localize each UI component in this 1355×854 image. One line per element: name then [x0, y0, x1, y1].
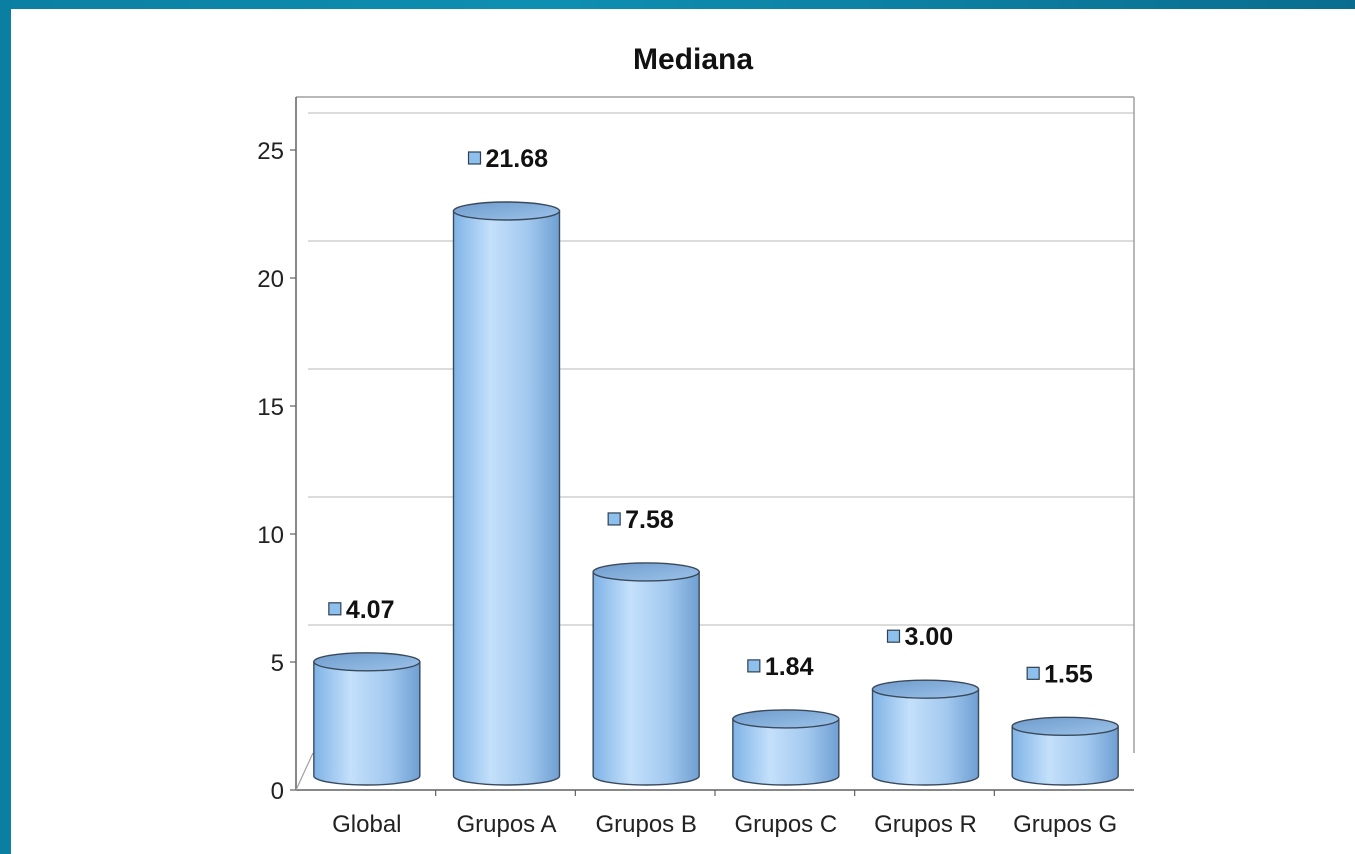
y-tick-label: 10 [257, 522, 284, 549]
data-label: 21.68 [486, 145, 549, 173]
y-tick-label: 15 [257, 394, 284, 421]
bar-top [871, 679, 980, 699]
chart-panel: Mediana 0 5 10 15 20 25 4.07 21.68 7.58 1.84 3.00… [11, 9, 1355, 854]
x-category-label: Grupos A [456, 811, 556, 838]
y-axis: 0 5 10 15 20 25 [257, 138, 296, 805]
data-label: 7.58 [625, 506, 674, 534]
data-label-marker [607, 512, 621, 526]
bar [1011, 716, 1119, 786]
x-category-label: Global [332, 811, 401, 838]
bar-body [871, 688, 980, 786]
data-labels: 4.07 21.68 7.58 1.84 3.00 1.55 [328, 145, 1093, 688]
data-label: 4.07 [346, 596, 395, 624]
data-label-marker [1026, 666, 1040, 680]
bar-top [732, 709, 840, 729]
floor-edge [295, 752, 314, 791]
data-label-marker [886, 629, 901, 643]
data-label-marker [467, 151, 482, 165]
y-tick-label: 5 [271, 650, 284, 677]
bar-body [452, 210, 561, 786]
chart-title: Mediana [633, 43, 753, 76]
data-label-marker [328, 602, 342, 616]
bar-body [732, 718, 840, 786]
bar-top [313, 652, 421, 672]
y-tick-label: 0 [271, 778, 284, 805]
gridlines [308, 112, 1134, 626]
bar-body [313, 661, 421, 786]
x-category-label: Grupos R [874, 811, 977, 838]
data-label: 3.00 [905, 623, 954, 651]
plot-frame [295, 96, 1135, 791]
x-category-label: Grupos C [734, 811, 837, 838]
bar-top [1011, 716, 1119, 737]
y-tick-label: 25 [257, 138, 284, 165]
x-category-label: Grupos B [595, 811, 696, 838]
bar-top [452, 201, 561, 221]
x-axis: Global Grupos A Grupos B Grupos C Grupos R Gr… [332, 790, 1117, 838]
bar [313, 652, 421, 786]
bar [871, 679, 980, 786]
bar [592, 562, 700, 786]
bars [313, 201, 1119, 786]
data-label: 1.55 [1044, 660, 1093, 688]
data-label-marker [747, 659, 761, 673]
bar-body [592, 571, 700, 786]
bar [452, 201, 561, 786]
bar-body [1011, 725, 1119, 786]
bar-chart: Mediana 0 5 10 15 20 25 4.07 21.68 7.58 1.84 3.00… [257, 43, 1135, 838]
data-label: 1.84 [765, 653, 814, 681]
bar [732, 709, 840, 786]
x-category-label: Grupos G [1013, 811, 1117, 838]
y-tick-label: 20 [257, 266, 284, 293]
bar-top [592, 562, 700, 582]
